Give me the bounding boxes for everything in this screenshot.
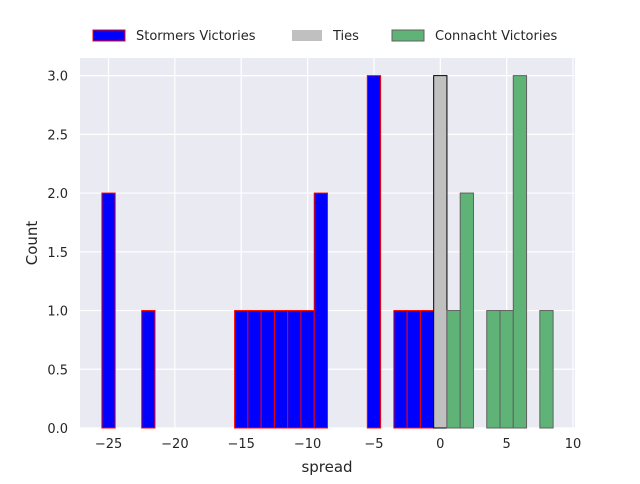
- histogram-bar: [101, 192, 116, 429]
- tick-labels: −25 −20 −15 −10 −5 0 5 10 0.0 0.5 1.0 1.5 2.0 2.5 3.0: [47, 70, 581, 452]
- histogram-bar: [313, 192, 328, 429]
- histogram-bar: [512, 75, 528, 429]
- histogram-bar: [499, 310, 514, 429]
- x-tick-label: −5: [364, 437, 383, 452]
- histogram-bar: [300, 310, 315, 429]
- x-tick-label: 5: [503, 437, 511, 452]
- histogram-bar: [260, 310, 275, 429]
- legend-label: Stormers Victories: [136, 29, 256, 44]
- x-tick-label: −10: [294, 437, 321, 452]
- legend-label: Ties: [332, 29, 359, 44]
- histogram-bar: [287, 310, 302, 429]
- y-tick-label: 2.0: [47, 187, 68, 202]
- histogram-bar: [539, 310, 554, 429]
- legend: Stormers Victories Ties Connacht Victories: [92, 29, 557, 44]
- histogram-bar: [406, 310, 421, 429]
- histogram-bar: [419, 310, 435, 429]
- legend-swatch: [292, 30, 322, 41]
- histogram-bar: [459, 192, 474, 429]
- y-tick-label: 0.5: [47, 363, 68, 378]
- x-tick-label: 10: [565, 437, 582, 452]
- legend-label: Connacht Victories: [435, 29, 557, 44]
- x-tick-label: −20: [161, 437, 188, 452]
- histogram-bar: [433, 75, 448, 429]
- x-axis-label: spread: [301, 458, 352, 476]
- x-tick-label: −15: [228, 437, 255, 452]
- histogram-bar: [366, 75, 382, 429]
- y-axis-label: Count: [23, 221, 41, 266]
- histogram-bar: [247, 310, 262, 429]
- histogram-bar: [393, 310, 408, 429]
- histogram-bar: [273, 310, 289, 429]
- y-tick-label: 3.0: [47, 70, 68, 85]
- histogram-bar: [234, 310, 249, 429]
- x-tick-label: 0: [436, 437, 444, 452]
- x-tick-label: −25: [95, 437, 122, 452]
- y-tick-label: 1.0: [47, 305, 68, 320]
- y-tick-label: 2.5: [47, 128, 68, 143]
- bars: [101, 75, 554, 429]
- legend-swatch: [391, 29, 425, 42]
- histogram-bar: [486, 310, 501, 429]
- histogram-bar: [141, 310, 156, 429]
- y-tick-label: 0.0: [47, 422, 68, 437]
- y-tick-label: 1.5: [47, 246, 68, 261]
- histogram-bar: [446, 310, 461, 429]
- legend-swatch: [92, 29, 126, 42]
